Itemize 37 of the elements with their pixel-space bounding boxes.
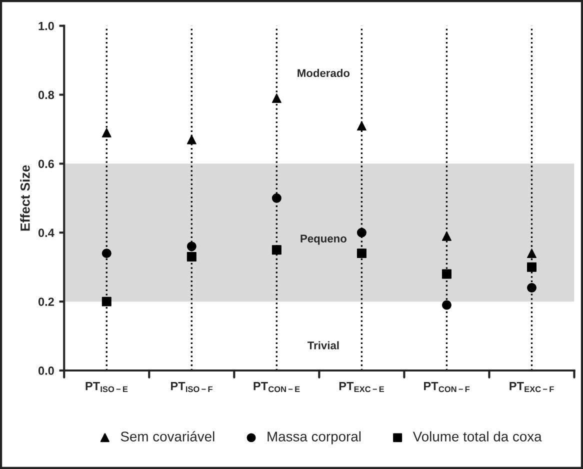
point [272,245,282,255]
point [526,262,536,272]
y-axis-title: Effect Size [20,165,30,231]
point [526,248,536,258]
legend-label: Massa corporal [268,431,361,444]
legend-label: Sem covariável [120,431,214,442]
point [272,193,282,203]
x-tick-label: PT$_{ISO−E}$ [86,382,128,392]
point [526,283,536,293]
y-tick-label: 0.0 [38,366,54,375]
point [356,228,366,238]
point [272,93,282,103]
x-tick-label: PT$_{EXC−E}$ [339,382,384,392]
y-tick-label: 0.8 [38,90,54,100]
y-tick-label: 1.0 [38,22,54,30]
point [442,269,452,279]
x-tick-label: PT$_{CON−E}$ [254,382,300,392]
band-label: Pequeno [300,234,346,245]
point [356,121,366,131]
point [442,231,452,241]
annotation: Moderado [298,68,350,78]
x-tick-label: PT$_{EXC−F}$ [510,382,554,392]
point [186,252,196,262]
point [186,134,196,144]
legend-label: Volume total da coxa [412,431,542,442]
point [102,248,112,258]
x-tick-label: PT$_{ISO−F}$ [171,382,212,392]
x-tick-label: PT$_{CON−F}$ [424,382,470,392]
point [186,242,196,252]
point [356,248,366,258]
point [442,300,452,310]
point [102,296,112,306]
point [102,128,112,138]
y-tick-label: 0.2 [38,298,54,306]
y-tick-label: 0.4 [38,228,54,238]
y-tick-label: 0.6 [38,160,54,168]
annotation: Trivial [308,341,339,350]
